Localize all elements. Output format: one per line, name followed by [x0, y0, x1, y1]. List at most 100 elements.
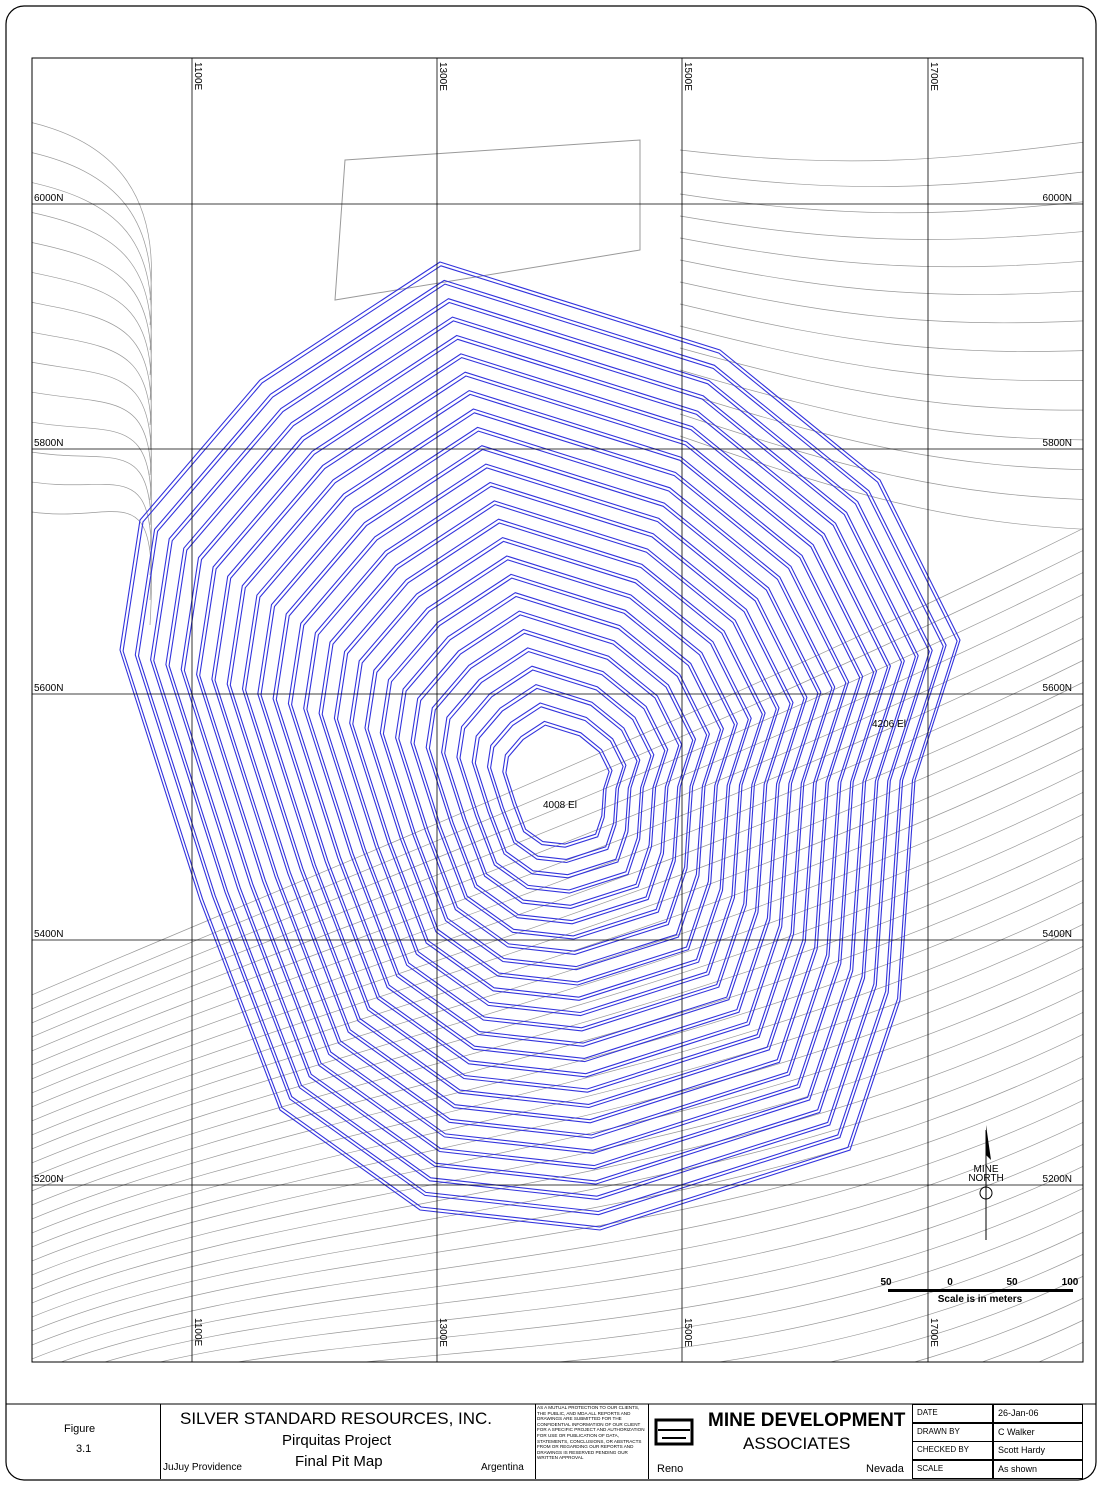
contour [20, 180, 151, 350]
contour [680, 238, 1100, 267]
location: JuJuy Providence [163, 1462, 242, 1473]
contour [20, 674, 1100, 1098]
easting-label: 1300E [437, 1318, 448, 1347]
contour [20, 960, 1100, 1280]
firm-logo [652, 1412, 712, 1456]
northing-label: 5800N [1043, 438, 1072, 449]
page-border [6, 6, 1096, 1480]
contour [680, 282, 1100, 323]
easting-label: 1500E [682, 1318, 693, 1347]
contour [20, 828, 1100, 1196]
bench-line [169, 321, 915, 1181]
scale-caption: Scale is in meters [938, 1294, 1023, 1305]
contour [680, 392, 1100, 470]
contour [20, 520, 1100, 1000]
bench-line [154, 303, 930, 1197]
info-cell: DRAWN BY [912, 1423, 993, 1442]
contour [680, 216, 1100, 240]
contour [20, 762, 1100, 1154]
bench-line [460, 670, 651, 890]
contour [20, 564, 1100, 1028]
figure-label: Figure [64, 1423, 95, 1435]
bench-line [503, 721, 612, 847]
contour [20, 1136, 1100, 1392]
contour [680, 140, 1100, 161]
bench-line [411, 611, 696, 939]
scale-tick-label: 0 [947, 1277, 953, 1288]
info-cell: 26-Jan-06 [993, 1404, 1083, 1423]
contour [20, 450, 151, 575]
easting-label: 1500E [682, 62, 693, 91]
northing-label: 5200N [1043, 1174, 1072, 1185]
contour [680, 170, 1100, 187]
contour [20, 390, 151, 525]
contour [20, 150, 151, 325]
northing-label: 5600N [34, 683, 63, 694]
northing-label: 6000N [1043, 193, 1072, 204]
map: 1100E 1100E 1300E 1300E 1500E 1500E 1700E 1700E… [0, 0, 1103, 1485]
info-cell: SCALE [912, 1460, 993, 1479]
easting-label: 1700E [928, 62, 939, 91]
info-cell: Scott Hardy [993, 1441, 1083, 1460]
info-cell: DATE [912, 1404, 993, 1423]
scale-tick-label: 50 [880, 1277, 892, 1288]
bench-line [288, 464, 807, 1062]
company: SILVER STANDARD RESOURCES, INC. [180, 1409, 492, 1429]
bench-line [457, 666, 654, 893]
info-cell: CHECKED BY [912, 1441, 993, 1460]
contour [680, 304, 1100, 352]
north-arrow: MINE NORTH [968, 1125, 1003, 1240]
elevation-label: 4008 El [543, 800, 577, 811]
contour [20, 120, 151, 300]
northing-label: 5400N [1043, 929, 1072, 940]
contour [680, 436, 1100, 530]
bench-line [475, 688, 637, 874]
contour [20, 784, 1100, 1168]
easting-label: 1100E [192, 1318, 203, 1347]
info-cell: C Walker [993, 1423, 1083, 1442]
contour [680, 348, 1100, 410]
contour [20, 270, 151, 425]
scale-tick-label: 50 [1006, 1277, 1018, 1288]
firm-name: ASSOCIATES [743, 1434, 850, 1454]
state: Nevada [866, 1463, 904, 1475]
project: Pirquitas Project [282, 1432, 391, 1449]
northing-label: 5800N [34, 438, 63, 449]
bench-line [123, 266, 957, 1227]
contour [20, 542, 1100, 1014]
scale-bar: Scale is in meters 50 0 50 100 [880, 1277, 1078, 1305]
elevation-label: 4206 El [872, 719, 906, 730]
page: 1100E 1100E 1300E 1300E 1500E 1500E 1700E 1700E… [0, 0, 1103, 1485]
northing-label: 5200N [34, 1174, 63, 1185]
contour [20, 938, 1100, 1266]
bench-line [491, 707, 623, 860]
contour [335, 140, 640, 300]
map-title: Final Pit Map [295, 1453, 383, 1470]
bench-line [200, 358, 888, 1151]
bench-line [380, 574, 723, 969]
northing-label: 6000N [34, 193, 63, 204]
easting-label: 1700E [928, 1318, 939, 1347]
info-cell: As shown [993, 1460, 1083, 1479]
bench-line [120, 262, 960, 1230]
contour [20, 480, 151, 600]
figure-number: 3.1 [76, 1443, 91, 1455]
easting-label: 1300E [437, 62, 448, 91]
easting-label: 1100E [192, 62, 203, 91]
northing-label: 5400N [34, 929, 63, 940]
contour [20, 510, 151, 625]
contour [20, 652, 1100, 1084]
bench-line [353, 541, 749, 997]
city: Reno [657, 1463, 683, 1475]
country: Argentina [481, 1462, 524, 1473]
scale-tick-label: 100 [1062, 1277, 1079, 1288]
bench-line [292, 468, 804, 1059]
contour [20, 210, 151, 375]
pit-benches [120, 262, 960, 1230]
contour [20, 1004, 1100, 1308]
disclaimer: AS A MUTUAL PROTECTION TO OUR CLIENTS, T… [537, 1405, 647, 1461]
bench-line [472, 685, 640, 878]
bench-line [276, 450, 818, 1074]
north-label: NORTH [968, 1173, 1003, 1184]
contour [680, 194, 1100, 213]
